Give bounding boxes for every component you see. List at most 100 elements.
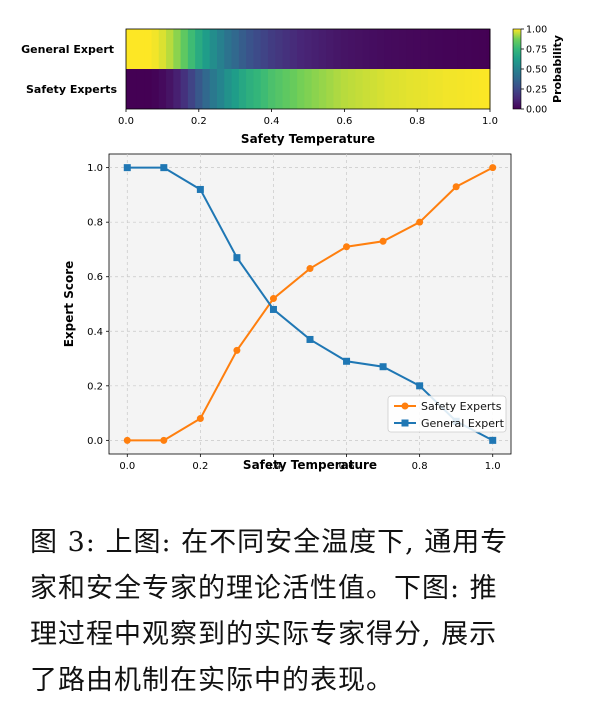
heatmap-cell xyxy=(391,69,400,109)
heatmap-cell xyxy=(202,29,211,69)
heatmap-row-label: Safety Experts xyxy=(26,83,117,96)
heatmap-cell xyxy=(238,69,247,109)
heatmap-cell xyxy=(449,29,458,69)
heatmap-cell xyxy=(275,69,284,109)
heatmap-cell xyxy=(362,69,371,109)
heatmap-cell xyxy=(246,69,254,109)
data-point-general-expert xyxy=(123,164,131,172)
heatmap-cell xyxy=(355,29,364,69)
y-tick-label: 0.6 xyxy=(87,272,103,283)
heatmap-cell xyxy=(464,69,473,109)
plot-x-axis-label: Safety Temperature xyxy=(243,458,377,472)
heatmap-cell xyxy=(449,69,458,109)
heatmap-cell xyxy=(224,29,233,69)
colorbar-ticks: 0.00 0.25 0.50 0.75 1.00 xyxy=(521,25,547,116)
plot-grid xyxy=(109,154,511,454)
heatmap-cell xyxy=(464,29,473,69)
heatmap-cell xyxy=(180,29,189,69)
heatmap-cell xyxy=(457,69,466,109)
heatmap-cell xyxy=(297,29,305,69)
heatmap-cell xyxy=(173,69,182,109)
heatmap-cell xyxy=(282,29,291,69)
caption-line: 理过程中观察到的实际专家得分, 展示 xyxy=(30,619,498,650)
legend-label-general: General Expert xyxy=(421,417,505,430)
heatmap-cell xyxy=(442,29,451,69)
heatmap-cell xyxy=(289,29,298,69)
x-tick-label: 0.4 xyxy=(266,461,282,472)
heatmap-cell xyxy=(333,69,342,109)
heatmap-cell xyxy=(282,69,291,109)
heatmap-cell xyxy=(260,29,269,69)
data-point-safety-experts xyxy=(379,237,387,245)
heatmap-cell xyxy=(420,29,429,69)
heatmap-cell xyxy=(479,29,487,69)
plot-x-ticks: 0.0 0.2 0.4 0.6 0.8 1.0 xyxy=(119,454,501,472)
heatmap-row-label: General Expert xyxy=(21,43,114,56)
colorbar-tick-label: 0.25 xyxy=(526,85,547,96)
heatmap-cell xyxy=(209,29,218,69)
heatmap-cell xyxy=(195,69,203,109)
heatmap-cells xyxy=(126,29,491,109)
heatmap-cell xyxy=(217,69,225,109)
heatmap-cell xyxy=(326,29,334,69)
heatmap-cell xyxy=(457,29,466,69)
data-point-safety-experts xyxy=(343,243,351,251)
heatmap-cell xyxy=(384,69,393,109)
heatmap-cell xyxy=(209,69,218,109)
heatmap-cell xyxy=(231,29,240,69)
heatmap-cell xyxy=(253,69,262,109)
heatmap-cell xyxy=(435,69,444,109)
heatmap-x-tick-label: 0.6 xyxy=(336,116,352,127)
heatmap-cell xyxy=(126,69,131,109)
heatmap-cell xyxy=(129,29,138,69)
heatmap-cell xyxy=(267,69,276,109)
data-point-safety-experts xyxy=(123,436,131,444)
heatmap-cell xyxy=(144,69,152,109)
heatmap-cell xyxy=(187,69,196,109)
colorbar-tick-label: 0.00 xyxy=(526,105,547,116)
x-tick-label: 0.2 xyxy=(192,461,208,472)
heatmap-frame xyxy=(125,28,491,110)
heatmap-cell xyxy=(151,29,160,69)
heatmap-cell xyxy=(333,29,342,69)
heatmap-cell xyxy=(173,29,182,69)
heatmap-x-ticks: 0.0 0.2 0.4 0.6 0.8 1.0 xyxy=(118,109,498,127)
heatmap-cell xyxy=(391,29,400,69)
data-point-safety-experts xyxy=(452,183,460,191)
heatmap-cell xyxy=(187,29,196,69)
heatmap-cell xyxy=(246,29,254,69)
data-point-general-expert xyxy=(379,363,387,371)
heatmap-cell xyxy=(180,69,189,109)
heatmap-cell xyxy=(413,69,422,109)
y-tick-label: 0.0 xyxy=(87,436,103,447)
data-point-general-expert xyxy=(196,185,204,193)
heatmap-x-tick-label: 0.2 xyxy=(191,116,207,127)
heatmap-cell xyxy=(267,29,276,69)
data-point-general-expert xyxy=(343,357,351,365)
heatmap-cell xyxy=(377,29,385,69)
heatmap-cell xyxy=(158,69,167,109)
heatmap-cell xyxy=(471,29,480,69)
heatmap-cell xyxy=(420,69,429,109)
colorbar-tick-label: 0.75 xyxy=(526,45,547,56)
legend-box xyxy=(387,395,507,433)
data-point-safety-experts xyxy=(489,164,497,172)
heatmap-cell xyxy=(355,69,364,109)
heatmap-cell xyxy=(428,69,436,109)
data-point-general-expert xyxy=(233,254,241,262)
heatmap-x-tick-label: 0.4 xyxy=(264,116,280,127)
heatmap-cell xyxy=(406,29,415,69)
heatmap-cell xyxy=(166,29,174,69)
heatmap-cell xyxy=(311,69,320,109)
heatmap-cell xyxy=(369,29,378,69)
data-point-general-expert xyxy=(489,436,497,444)
heatmap-cell xyxy=(340,29,349,69)
x-tick-label: 0.0 xyxy=(119,461,135,472)
legend-label-safety: Safety Experts xyxy=(421,400,502,413)
heatmap-cell xyxy=(399,69,407,109)
heatmap-cell xyxy=(224,69,233,109)
colorbar-tick-label: 0.50 xyxy=(526,65,547,76)
heatmap-cell xyxy=(348,69,356,109)
heatmap-cell xyxy=(348,29,356,69)
heatmap-cell xyxy=(406,69,415,109)
